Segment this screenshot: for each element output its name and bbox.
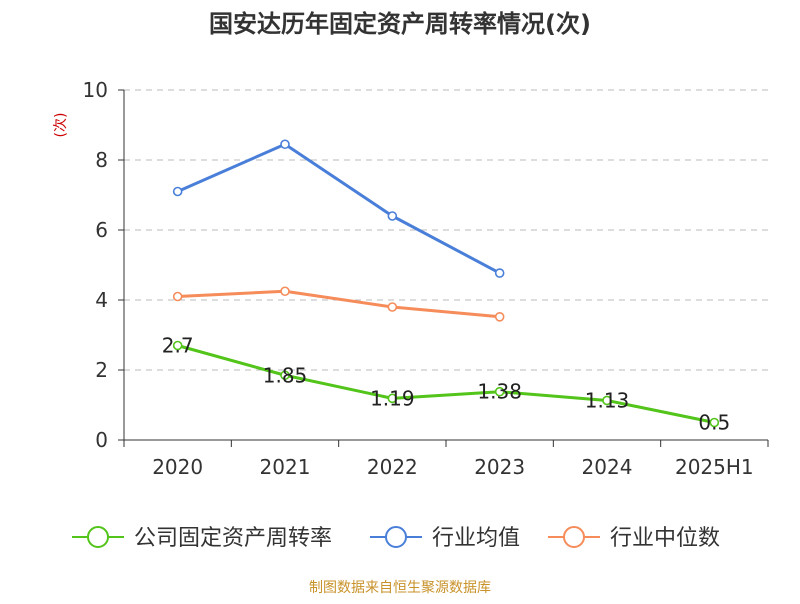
series-line [176,344,716,424]
data-labels-layer: 2.7 1.85 1.19 1.38 1.13 0.5 [162,334,730,435]
legend-label: 行业均值 [432,526,520,551]
legend-marker [563,526,585,548]
legend-marker [385,526,407,548]
y-axis-label: (次) [53,113,69,138]
grid-layer [124,89,768,371]
data-point [494,386,505,397]
y-tick-label: 10 [83,78,108,102]
x-tick-label: 2022 [367,455,418,479]
data-point [280,370,290,381]
data-point [494,268,505,278]
y-tick-label: 0 [95,428,108,452]
legend-label: 公司固定资产周转率 [134,526,332,551]
x-tick-label: 2025H1 [675,455,754,479]
data-point [387,302,398,312]
x-tick-label: 2020 [152,455,203,479]
chart-title: 国安达历年固定资产周转率情况(次) [209,10,591,38]
data-point [280,139,290,150]
series-layer [172,139,720,428]
data-label: 1.85 [263,363,308,387]
series-line [176,142,502,275]
x-tick-label: 2024 [582,455,633,479]
y-tick-label: 6 [95,218,108,242]
series-line [176,289,502,319]
data-label: 1.19 [370,386,415,410]
data-point [172,291,183,302]
legend-marker [87,526,109,548]
y-tick-label: 8 [95,148,108,172]
data-point [172,340,183,351]
data-label: 1.13 [585,388,630,412]
x-tick-label: 2021 [260,455,311,479]
data-point [602,395,612,406]
data-point [280,286,290,297]
data-point [387,393,398,404]
data-point [172,186,183,197]
x-tick-label: 2023 [474,455,525,479]
legend: 公司固定资产周转率 行业均值 行业中位数 [72,526,720,551]
axes-layer: 0 2 4 6 8 10 2020 2021 2022 2023 2024 2025H1 [83,78,769,479]
data-label: 2.7 [162,334,194,358]
data-label: 1.38 [477,380,522,404]
source-note: 制图数据来自恒生聚源数据库 [309,580,491,596]
data-point [387,211,398,221]
data-label: 0.5 [698,411,730,435]
y-tick-label: 2 [95,358,108,382]
legend-label: 行业中位数 [610,526,720,551]
data-point [494,311,505,322]
data-point [709,417,720,428]
y-tick-label: 4 [95,288,108,312]
